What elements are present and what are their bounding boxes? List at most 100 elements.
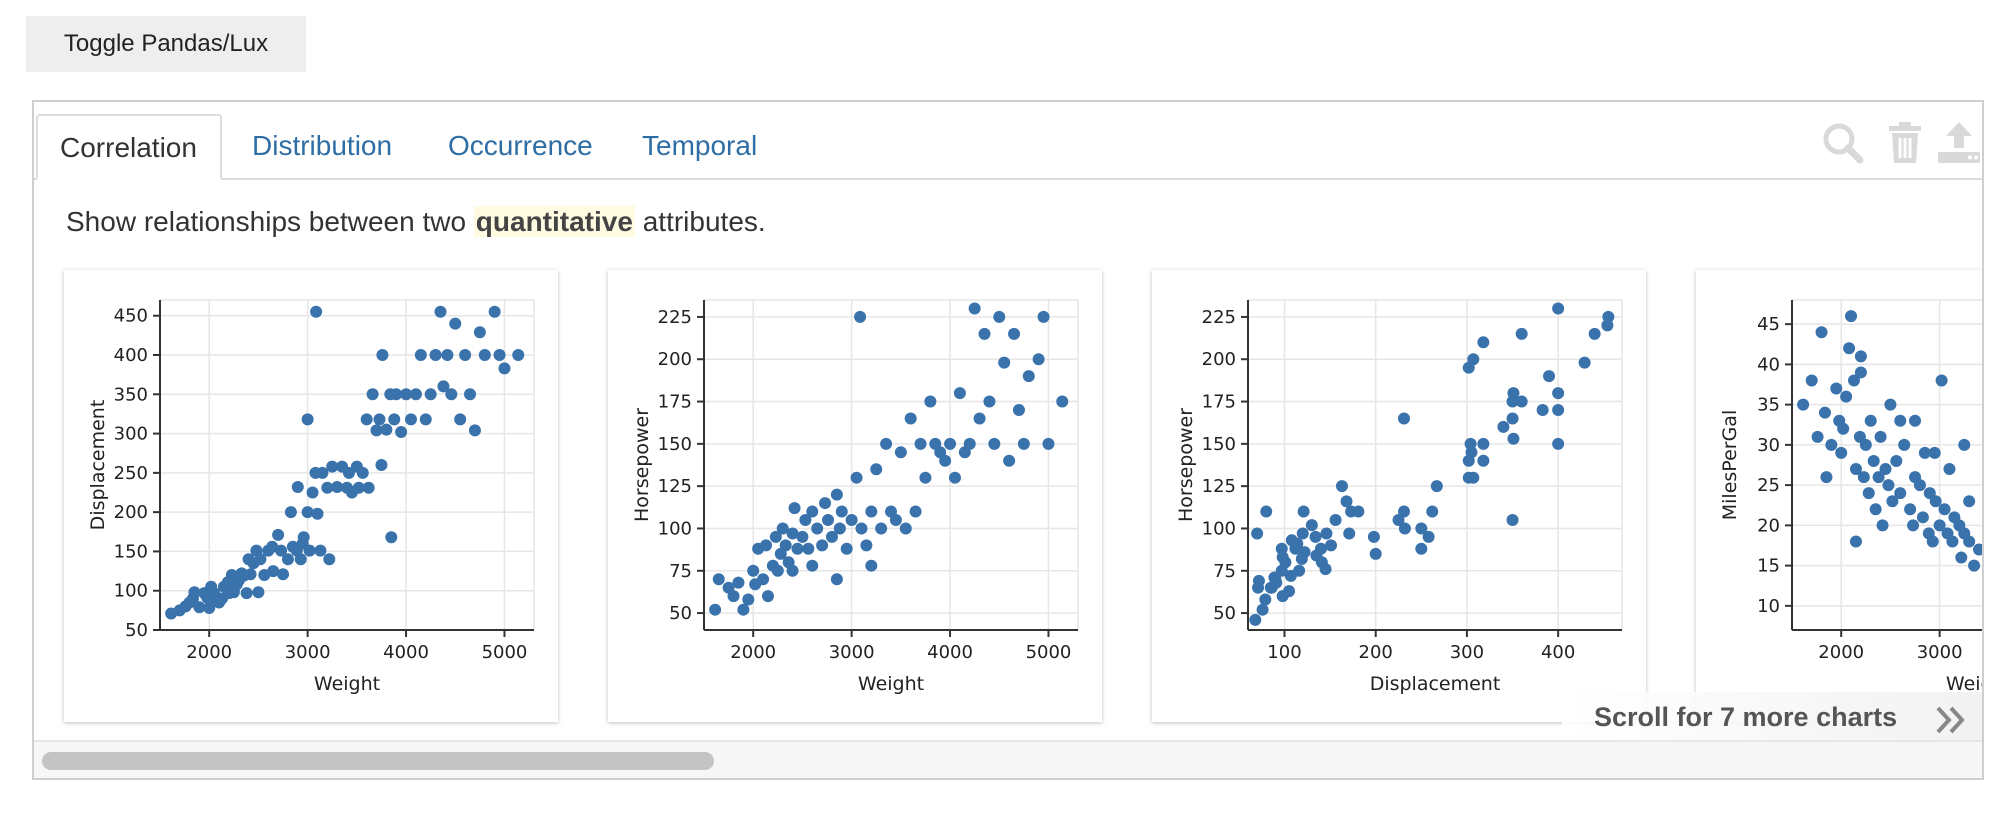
chart1-point-5 (188, 586, 201, 599)
chart3-point-66 (1515, 327, 1528, 340)
chart-card-1[interactable]: 2000 3000 4000 5000 50 100 150 200 250 300 350 400 4… (64, 270, 558, 722)
chart2-point-52 (924, 395, 937, 408)
chart1-point-48 (314, 544, 327, 557)
chart1-point-23 (240, 587, 253, 600)
tab-distribution[interactable]: Distribution (252, 130, 393, 161)
chart1-point-90 (488, 305, 501, 318)
chart3-point-65 (1515, 395, 1528, 408)
chart1-y-tick-label-8: 450 (114, 306, 148, 327)
chart2-point-62 (973, 412, 986, 425)
chart2-point-26 (806, 505, 819, 518)
chart4-point-37 (1916, 511, 1929, 524)
chart2-point-27 (811, 522, 824, 535)
toggle-pandas-lux-button[interactable]: Toggle Pandas/Lux (26, 16, 306, 72)
chart2-point-80 (786, 564, 799, 577)
scrollbar-thumb[interactable] (42, 752, 714, 770)
chart3-point-30 (1314, 542, 1327, 555)
chart3-point-73 (1578, 356, 1591, 369)
chart2-point-49 (909, 505, 922, 518)
chart2-y-tick-label-3: 125 (658, 476, 692, 497)
chart2-point-20 (786, 527, 799, 540)
chart3-point-74 (1588, 327, 1601, 340)
chart2-point-60 (963, 437, 976, 450)
chart2-point-69 (1008, 327, 1021, 340)
chart2-point-79 (865, 559, 878, 572)
chart4-point-23 (1872, 471, 1885, 484)
chart1-x-tick-label-2: 4000 (383, 642, 429, 663)
chart4-point-19 (1862, 487, 1875, 500)
chart1-point-84 (454, 413, 467, 426)
upload-icon[interactable] (1936, 120, 1982, 166)
chart4-point-7 (1830, 382, 1843, 395)
chart3-point-16 (1279, 556, 1292, 569)
chart2-point-35 (840, 542, 853, 555)
chart2-point-55 (939, 454, 952, 467)
chart2-point-73 (1032, 353, 1045, 366)
tab-correlation[interactable]: Correlation (36, 114, 222, 180)
chart2-point-43 (880, 437, 893, 450)
chart4-point-41 (1926, 535, 1939, 548)
chart2-point-29 (819, 497, 832, 510)
chart1-x-tick-label-1: 3000 (285, 642, 331, 663)
chart1-y-axis-label: Displacement (87, 400, 109, 531)
chart2-point-14 (769, 530, 782, 543)
tab-occurrence[interactable]: Occurrence (448, 130, 593, 161)
chart4-point-6 (1825, 438, 1838, 451)
chart1-point-76 (419, 413, 432, 426)
chart-card-3[interactable]: 100 200 300 400 50 75 100 125 150 175 200 225 Displa… (1152, 270, 1646, 722)
chart1-point-40 (291, 481, 304, 493)
chart2-point-32 (830, 488, 843, 501)
chart4-point-5 (1820, 471, 1833, 484)
chart2-y-tick-label-2: 100 (658, 518, 692, 539)
chart4-point-60 (1909, 414, 1922, 427)
trash-icon[interactable] (1882, 120, 1928, 166)
chart1-point-63 (366, 388, 379, 401)
chart4-point-25 (1876, 519, 1889, 532)
chart3-point-60 (1477, 336, 1490, 349)
chart4-x-tick-label-0: 2000 (1818, 642, 1864, 663)
chart2-point-5 (737, 603, 750, 616)
chart4-point-56 (1843, 342, 1856, 355)
chart4-point-4 (1818, 406, 1831, 419)
chart2-point-45 (889, 514, 902, 526)
chart1-point-92 (498, 362, 511, 375)
chart4-point-59 (1894, 414, 1907, 427)
chart1-x-axis-label: Weight (314, 673, 380, 695)
chart4-point-11 (1840, 390, 1853, 403)
chart4-point-16 (1854, 350, 1867, 363)
search-icon[interactable] (1820, 120, 1866, 166)
chart2-x-tick-label-1: 3000 (829, 642, 875, 663)
chart-card-2[interactable]: 2000 3000 4000 5000 50 75 100 125 150 175 200 225 We… (608, 270, 1102, 722)
chart3-point-68 (1543, 370, 1556, 383)
chart4-y-tick-label-3: 25 (1757, 475, 1780, 496)
chart3-point-50 (1430, 480, 1443, 493)
chart1-x-tick-label-3: 5000 (482, 642, 528, 663)
chart1-point-86 (464, 388, 477, 401)
chart3-x-tick-label-1: 200 (1359, 642, 1393, 663)
chart3-point-3 (1252, 574, 1265, 587)
chart1-point-45 (306, 486, 319, 499)
chart4-point-32 (1898, 438, 1911, 451)
chart3-point-76 (1602, 310, 1615, 323)
scroll-hint[interactable]: Scroll for 7 more charts (1562, 692, 1982, 748)
chart1-y-tick-label-1: 100 (114, 581, 148, 602)
chart-card-4[interactable]: 2000 3000 10 15 20 25 30 35 40 45 Weight MilesPerGa… (1696, 270, 1982, 722)
chart3-point-70 (1552, 404, 1565, 416)
chart2-point-18 (779, 539, 792, 552)
chart2-y-tick-label-5: 175 (658, 392, 692, 413)
chart1-point-36 (281, 553, 294, 566)
scatter-chart-displacement-horsepower: 100 200 300 400 50 75 100 125 150 175 200 225 Displa… (1175, 299, 1623, 695)
scroll-hint-text: Scroll for 7 more charts (1594, 702, 1898, 732)
chart1-point-69 (388, 413, 401, 426)
chart2-point-71 (1017, 437, 1030, 450)
chart3-point-26 (1298, 546, 1311, 559)
chart4-y-tick-label-5: 35 (1757, 395, 1780, 416)
chart2-point-46 (894, 446, 907, 459)
chart4-point-28 (1884, 398, 1897, 411)
chart1-point-52 (326, 460, 339, 473)
chart4-point-29 (1886, 495, 1899, 508)
chart1-point-35 (277, 568, 290, 581)
tab-temporal[interactable]: Temporal (642, 130, 758, 161)
chart3-point-48 (1422, 530, 1435, 543)
horizontal-scrollbar[interactable] (34, 740, 1982, 778)
